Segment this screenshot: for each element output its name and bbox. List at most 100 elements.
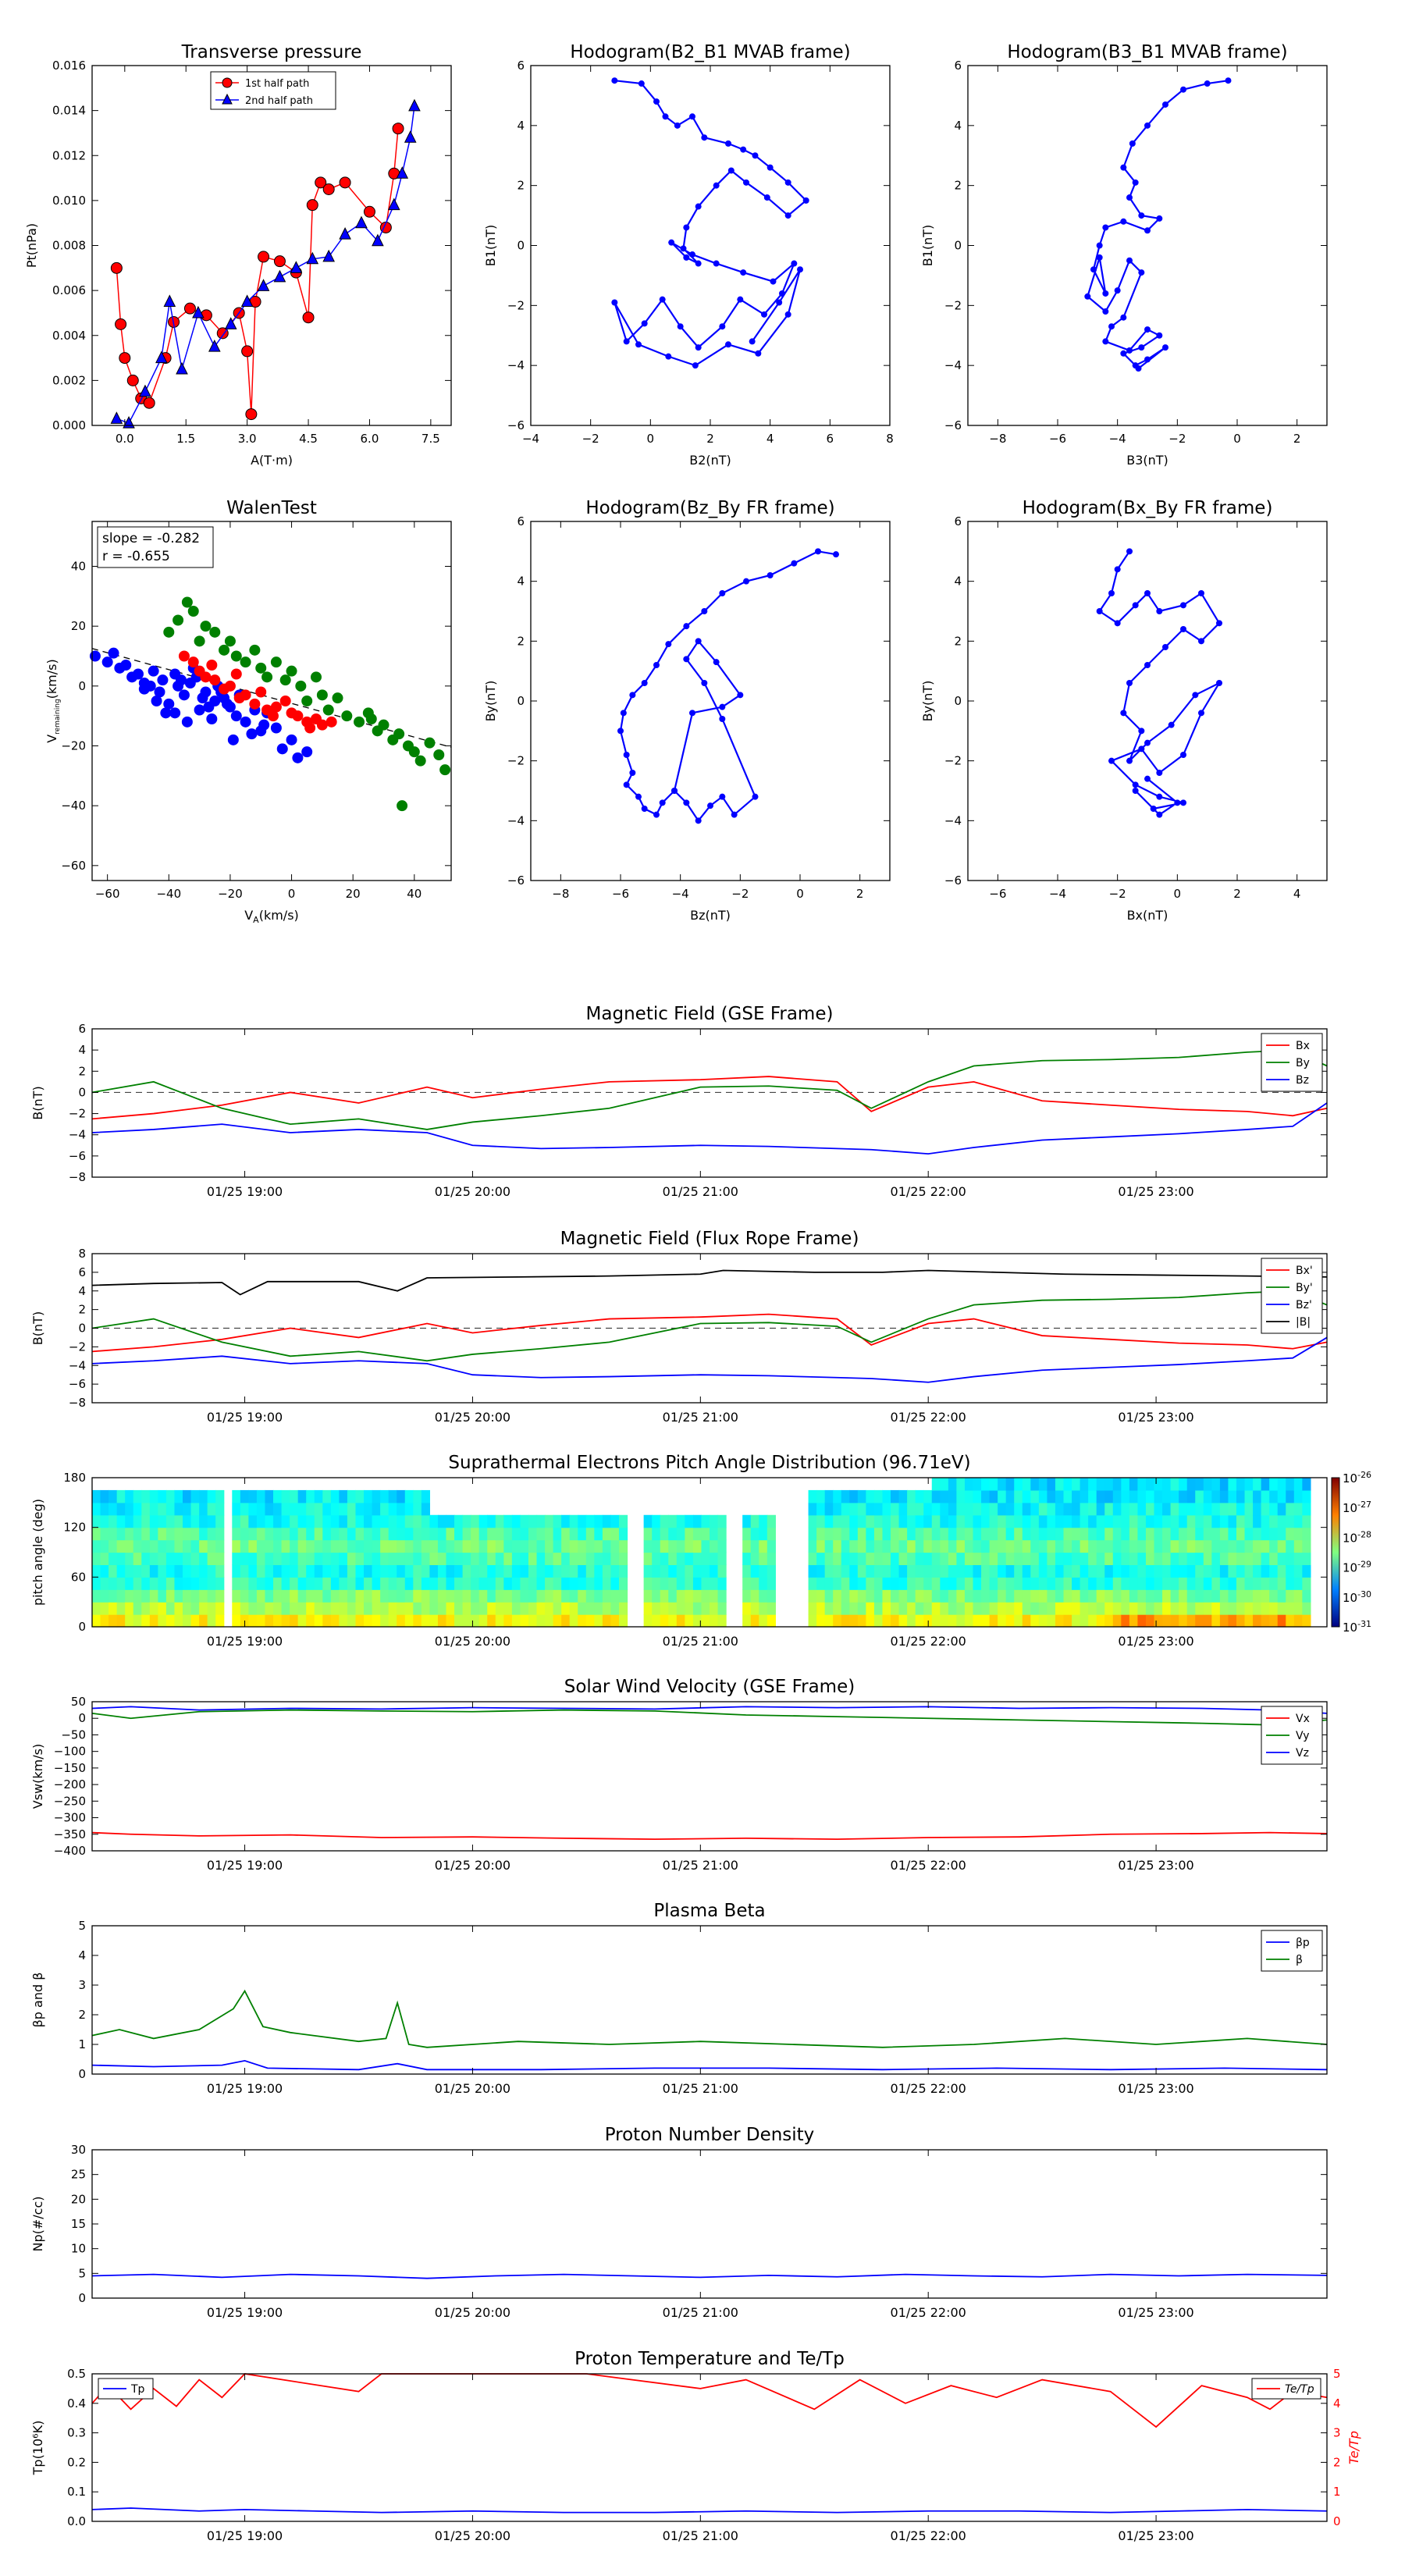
legend-label: β	[1296, 1954, 1303, 1966]
heatmap-cell	[940, 1614, 949, 1628]
heatmap-cell	[355, 1527, 365, 1541]
heatmap-cell	[1038, 1514, 1048, 1528]
heatmap-cell	[380, 1539, 389, 1553]
heatmap-cell	[618, 1527, 628, 1541]
data-point	[695, 638, 702, 645]
heatmap-cell	[141, 1577, 151, 1590]
heatmap-cell	[998, 1552, 1007, 1566]
heatmap-cell	[314, 1577, 323, 1590]
heatmap-cell	[446, 1539, 455, 1553]
heatmap-cell	[948, 1527, 957, 1541]
heatmap-cell	[742, 1614, 752, 1628]
heatmap-cell	[306, 1614, 315, 1628]
heatmap-cell	[940, 1564, 949, 1578]
heatmap-cell	[1179, 1614, 1188, 1628]
data-point	[802, 197, 809, 204]
heatmap-cell	[413, 1564, 422, 1578]
heatmap-cell	[1112, 1527, 1122, 1541]
heatmap-cell	[833, 1489, 842, 1503]
heatmap-cell	[808, 1489, 817, 1503]
heatmap-cell	[1261, 1502, 1270, 1516]
heatmap-cell	[149, 1502, 158, 1516]
data-point	[89, 650, 101, 662]
data-point	[246, 728, 258, 740]
heatmap-cell	[907, 1489, 916, 1503]
heatmap-cell	[833, 1589, 842, 1603]
heatmap-cell	[767, 1527, 776, 1541]
heatmap-cell	[92, 1514, 101, 1528]
heatmap-cell	[125, 1577, 134, 1590]
heatmap-cell	[183, 1614, 192, 1628]
heatmap-cell	[561, 1589, 571, 1603]
heatmap-cell	[759, 1527, 768, 1541]
heatmap-cell	[141, 1589, 151, 1603]
data-point	[132, 668, 144, 680]
heatmap-cell	[998, 1589, 1007, 1603]
data-point	[155, 350, 168, 364]
heatmap-cell	[437, 1564, 447, 1578]
heatmap-cell	[1055, 1539, 1065, 1553]
heatmap-cell	[232, 1589, 241, 1603]
time-tick-label: 01/25 21:00	[663, 1858, 738, 1873]
heatmap-cell	[1080, 1577, 1089, 1590]
heatmap-cell	[1014, 1478, 1023, 1491]
heatmap-cell	[545, 1539, 554, 1553]
heatmap-cell	[643, 1577, 653, 1590]
heatmap-cell	[1219, 1514, 1229, 1528]
heatmap-cell	[487, 1614, 496, 1628]
y-axis-label: Vsw(km/s)	[30, 1744, 45, 1809]
heatmap-cell	[165, 1602, 176, 1615]
heatmap-cell	[207, 1527, 216, 1541]
heatmap-cell	[92, 1577, 101, 1590]
colorbar-base: 10	[1343, 1531, 1357, 1545]
heatmap-cell	[1269, 1489, 1279, 1503]
heatmap-cell	[1022, 1589, 1031, 1603]
y-tick-label: −6	[507, 873, 525, 888]
heatmap-cell	[232, 1614, 241, 1628]
heatmap-cell	[1203, 1564, 1212, 1578]
heatmap-cell	[759, 1577, 768, 1590]
heatmap-cell	[767, 1552, 776, 1566]
heatmap-cell	[685, 1577, 694, 1590]
heatmap-cell	[923, 1589, 933, 1603]
heatmap-cell	[1063, 1539, 1072, 1553]
heatmap-cell	[849, 1577, 859, 1590]
heatmap-cell	[1302, 1478, 1311, 1491]
heatmap-cell	[602, 1527, 612, 1541]
heatmap-cell	[998, 1478, 1007, 1491]
data-point	[290, 261, 303, 273]
heatmap-cell	[545, 1614, 554, 1628]
heatmap-cell	[1293, 1502, 1303, 1516]
heatmap-cell	[536, 1527, 546, 1541]
heatmap-cell	[585, 1539, 595, 1553]
heatmap-cell	[215, 1564, 225, 1578]
heatmap-cell	[931, 1577, 941, 1590]
heatmap-cell	[668, 1577, 678, 1590]
heatmap-cell	[404, 1552, 414, 1566]
heatmap-cell	[915, 1577, 924, 1590]
data-point	[363, 205, 375, 218]
heatmap-cell	[610, 1552, 620, 1566]
heatmap-cell	[330, 1552, 340, 1566]
heatmap-cell	[1228, 1564, 1237, 1578]
y-tick-label: −6	[944, 418, 962, 432]
heatmap-cell	[240, 1514, 249, 1528]
data-point	[138, 678, 150, 688]
heatmap-cell	[397, 1552, 406, 1566]
heatmap-cell	[487, 1527, 496, 1541]
heatmap-cell	[1211, 1602, 1221, 1615]
heatmap-cell	[190, 1527, 200, 1541]
heatmap-cell	[388, 1589, 397, 1603]
data-point	[1156, 608, 1163, 614]
heatmap-cell	[898, 1589, 908, 1603]
heatmap-cell	[849, 1552, 859, 1566]
heatmap-cell	[1286, 1478, 1295, 1491]
data-point	[258, 719, 270, 731]
data-point	[433, 749, 445, 760]
data-point	[743, 179, 749, 186]
data-point	[659, 799, 666, 806]
y-tick-label: 60	[71, 1570, 86, 1584]
y-tick-label: 4	[517, 575, 525, 589]
heatmap-cell	[964, 1489, 974, 1503]
